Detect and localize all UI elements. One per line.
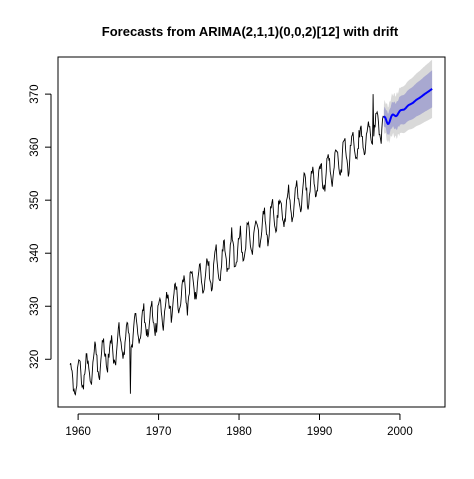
y-axis: 320 330 340 350 360 370 bbox=[29, 85, 52, 369]
y-tick-label: 320 bbox=[29, 350, 41, 369]
chart-title: Forecasts from ARIMA(2,1,1)(0,0,2)[12] w… bbox=[102, 24, 399, 39]
band-80-group bbox=[383, 70, 433, 136]
x-tick-label: 2000 bbox=[387, 426, 413, 438]
forecast-series-group bbox=[383, 88, 433, 125]
plot-frame bbox=[57, 56, 446, 408]
y-tick-label: 360 bbox=[29, 138, 41, 157]
x-tick-label: 1970 bbox=[146, 426, 172, 438]
forecast-point-line bbox=[383, 88, 433, 125]
history-series-line bbox=[69, 94, 384, 396]
y-tick-label: 340 bbox=[29, 244, 41, 263]
y-tick-label: 330 bbox=[29, 297, 41, 316]
y-tick-label: 370 bbox=[29, 85, 41, 104]
x-tick-label: 1990 bbox=[307, 426, 333, 438]
x-tick-label: 1980 bbox=[226, 426, 252, 438]
y-tick-label: 350 bbox=[29, 191, 41, 210]
history-series-group bbox=[69, 94, 384, 396]
x-axis: 1960 1970 1980 1990 2000 bbox=[65, 413, 413, 438]
interval-80-band bbox=[383, 70, 433, 136]
x-tick-label: 1960 bbox=[65, 426, 91, 438]
